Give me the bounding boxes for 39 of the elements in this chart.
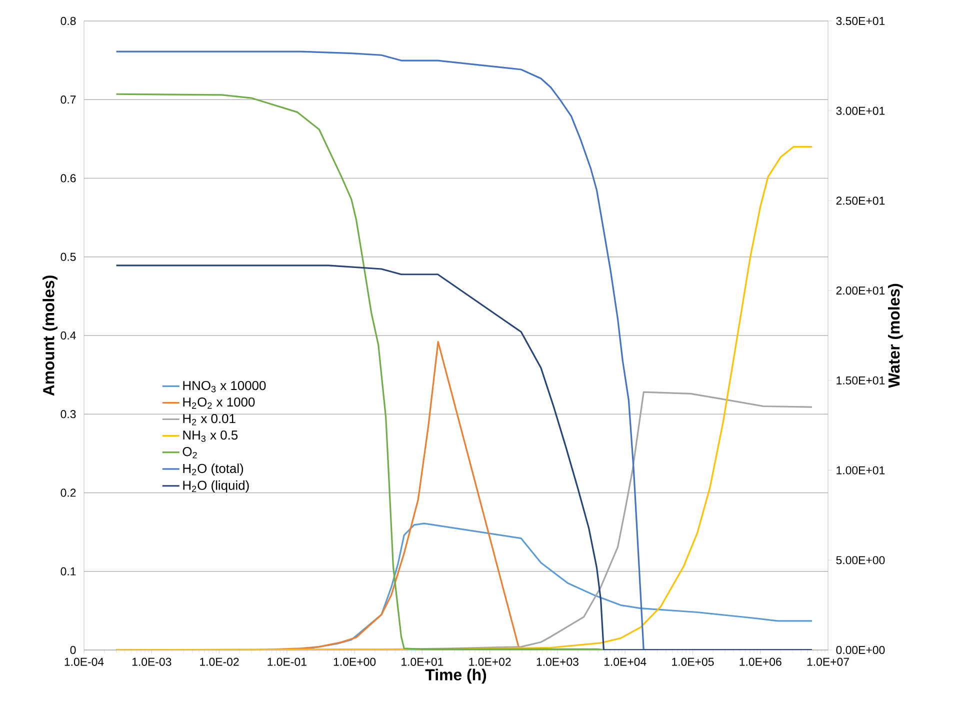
x-tick-label: 1.0E+01 xyxy=(402,658,444,666)
x-tick-label: 1.0E-03 xyxy=(132,658,172,666)
y-axis-title: Amount (moles) xyxy=(42,276,58,396)
y2-axis-title: Water (moles) xyxy=(888,284,903,388)
x-tick-label: 1.0E+05 xyxy=(672,658,714,666)
y2-tick-label: 3.50E+01 xyxy=(836,16,885,26)
legend-label: H$_{2}$O (total) xyxy=(183,464,244,476)
x-tick-label: 1.0E+03 xyxy=(536,658,578,666)
x-tick-label: 1.0E+00 xyxy=(334,658,376,666)
y-tick-label: 0.4 xyxy=(60,331,76,340)
legend-label: H$_{2}$ x 0.01 xyxy=(183,414,236,426)
y2-tick-label: 2.00E+01 xyxy=(836,286,885,295)
legend-label: NH$_{3}$ x 0.5 xyxy=(183,430,238,442)
y2-tick-label: 3.00E+01 xyxy=(836,106,885,115)
legend-label: O$_{2}$ xyxy=(182,447,197,458)
y-tick-label: 0.1 xyxy=(60,567,76,576)
legend-label: H$_{2}$O$_{2}$ x 1000 xyxy=(183,397,255,409)
y2-tick-label: 0.00E+00 xyxy=(836,646,885,654)
x-tick-label: 1.0E+04 xyxy=(604,658,646,666)
y2-tick-label: 2.50E+01 xyxy=(836,196,885,205)
y-tick-label: 0.2 xyxy=(60,488,76,497)
y-tick-label: 0.3 xyxy=(60,410,76,418)
y-tick-label: 0.6 xyxy=(60,174,76,182)
x-tick-label: 1.0E+02 xyxy=(469,658,511,666)
y2-tick-label: 1.50E+01 xyxy=(836,376,885,384)
legend-label: HNO$_{3}$ x 10000 xyxy=(183,380,266,392)
x-tick-label: 1.0E+07 xyxy=(807,658,849,666)
x-tick-label: 1.0E-01 xyxy=(268,658,306,666)
x-tick-label: 1.0E-04 xyxy=(64,658,104,666)
x-axis-title: Time (h) xyxy=(425,668,486,684)
y-tick-label: 0 xyxy=(70,646,76,654)
legend-label: H$_{2}$O (liquid) xyxy=(183,480,249,492)
y2-tick-label: 5.00E+00 xyxy=(836,556,885,564)
y-tick-label: 0.8 xyxy=(60,16,76,26)
x-tick-label: 1.0E-02 xyxy=(200,658,239,666)
y2-tick-label: 1.00E+01 xyxy=(836,466,885,474)
y-tick-label: 0.7 xyxy=(60,96,76,104)
x-tick-label: 1.0E+06 xyxy=(740,658,782,666)
y-tick-label: 0.5 xyxy=(60,252,76,261)
